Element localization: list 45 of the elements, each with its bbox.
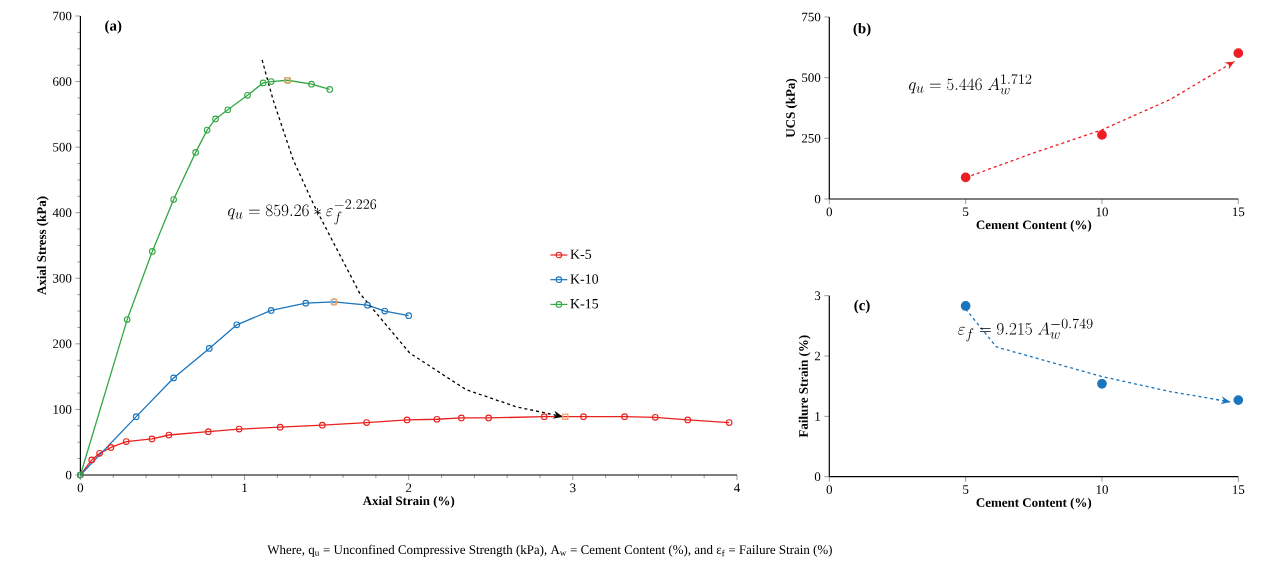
x-tick-label: 10 bbox=[1096, 207, 1108, 217]
y-tick-label: 600 bbox=[53, 77, 72, 86]
x-tick-label: 0 bbox=[77, 483, 84, 493]
y-tick-label: 1 bbox=[815, 412, 821, 421]
y-tick-label: 250 bbox=[801, 133, 821, 143]
y-tick-label: 0 bbox=[65, 470, 72, 480]
x-axis-title: Cement Content (%) bbox=[976, 220, 1092, 232]
y-tick-label: 0 bbox=[814, 194, 821, 204]
x-tick-label: 3 bbox=[570, 483, 576, 493]
y-tick-label: 500 bbox=[802, 73, 821, 83]
annotation: (a) bbox=[105, 20, 122, 34]
text: Where, q$_{u}$ = Unconfined Compressive Strength (kPa), A$_{w}$ = Cement Content (%), and ε$_{f}$ = Failure Strain (%) bbox=[267, 544, 832, 557]
x-tick-label: 1 bbox=[242, 483, 248, 493]
legend-label: K-15 bbox=[570, 299, 599, 309]
y-tick-label: 3 bbox=[814, 291, 821, 301]
y-tick-label: 750 bbox=[802, 12, 821, 22]
x-tick-label: 15 bbox=[1232, 207, 1245, 217]
x-tick-label: 0 bbox=[826, 207, 833, 217]
y-axis-title: UCS (kPa) bbox=[785, 78, 798, 138]
y-tick-label: 200 bbox=[53, 339, 72, 349]
x-tick-label: 0 bbox=[826, 485, 833, 494]
legend-label: K-5 bbox=[570, 249, 592, 259]
x-tick-label: 5 bbox=[963, 207, 969, 217]
y-tick-label: 0 bbox=[814, 472, 821, 482]
y-tick-label: 100 bbox=[53, 405, 72, 414]
y-tick-label: 700 bbox=[53, 11, 72, 21]
x-tick-label: 4 bbox=[734, 483, 741, 493]
y-tick-label: 400 bbox=[52, 208, 72, 218]
x-axis-title: Cement Content (%) bbox=[976, 497, 1092, 510]
x-tick-label: 15 bbox=[1232, 485, 1245, 494]
annotation: $\varepsilon_f = 9.215\ A_w^{-0.749}$ bbox=[958, 318, 1093, 342]
annotation: (b) bbox=[853, 22, 871, 37]
x-tick-label: 5 bbox=[963, 485, 969, 494]
y-tick-label: 300 bbox=[53, 273, 72, 283]
x-axis-title: Axial Strain (%) bbox=[362, 496, 455, 508]
x-tick-label: 10 bbox=[1096, 485, 1108, 494]
x-tick-label: 2 bbox=[406, 483, 412, 493]
annotation: $q_u = 859.26 * \varepsilon_f^{-2.226}$ bbox=[228, 199, 377, 225]
y-tick-label: 2 bbox=[814, 351, 821, 361]
annotation: (c) bbox=[854, 299, 870, 314]
y-axis-title: Failure Strain (%) bbox=[798, 335, 811, 438]
y-tick-label: 500 bbox=[53, 142, 72, 152]
y-axis-title: Axial Stress (kPa) bbox=[36, 196, 49, 295]
legend-label: K-10 bbox=[570, 274, 599, 284]
annotation: $q_u = 5.446\ A_w^{1.712}$ bbox=[909, 74, 1032, 95]
